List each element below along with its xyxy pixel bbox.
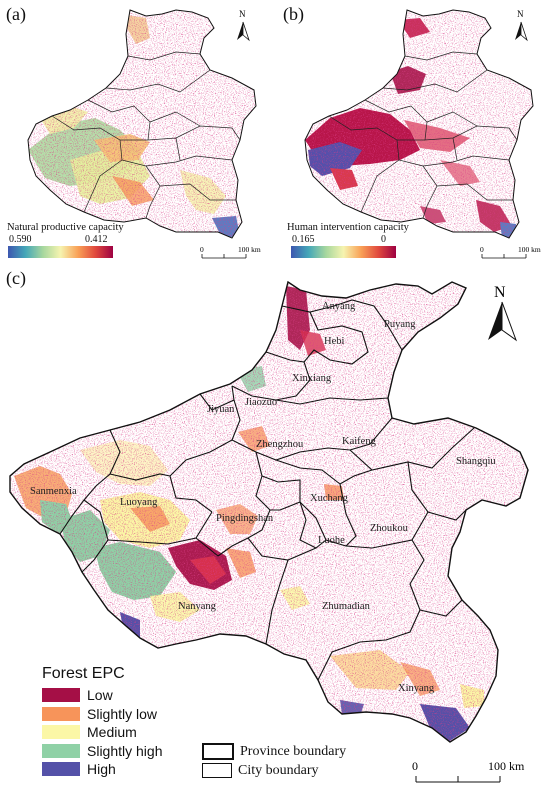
city-label-xinyang: Xinyang	[398, 683, 435, 694]
north-label-c: N	[494, 284, 506, 301]
city-label-luohe: Luohe	[318, 535, 345, 546]
north-arrow-icon	[237, 21, 250, 42]
epc-label-slightly-high: Slightly high	[87, 742, 163, 759]
city-label-shangqiu: Shangqiu	[456, 456, 496, 467]
scale-small-end: 100 km	[238, 245, 261, 254]
boundary-legend: Province boundary City boundary	[202, 742, 346, 780]
epc-legend: Forest EPC Low Slightly low Medium Sligh…	[42, 665, 163, 779]
city-label-zhengzhou: Zhengzhou	[256, 439, 304, 450]
panel-label-c: (c)	[6, 268, 26, 288]
epc-legend-item-medium: Medium	[42, 723, 163, 742]
city-label-jiyuan: Jiyuan	[207, 404, 235, 415]
city-label-puyang: Puyang	[384, 319, 416, 330]
north-arrow-icon-c	[488, 301, 518, 342]
epc-legend-item-high: High	[42, 760, 163, 779]
epc-legend-item-low: Low	[42, 686, 163, 705]
city-label-luoyang: Luoyang	[120, 497, 158, 508]
legend-a-min: 0.590	[9, 234, 32, 245]
legend-b-min: 0.165	[292, 234, 315, 245]
scale-small-zero: 0	[200, 245, 204, 254]
legend-b-max: 0	[381, 234, 386, 245]
city-label-xuchang: Xuchang	[310, 493, 349, 504]
city-label-pingdingshan: Pingdingshan	[216, 513, 274, 524]
panel-b-map: N 0 100 km	[304, 9, 541, 259]
scale-bar-small: 0 100 km	[200, 245, 261, 259]
province-boundary-label: Province boundary	[240, 743, 347, 759]
city-label-anyang: Anyang	[322, 301, 356, 312]
panel-label-b: (b)	[283, 4, 304, 24]
boundary-legend-city: City boundary	[202, 761, 346, 780]
legend-a-colorbar	[8, 246, 113, 258]
epc-label-low: Low	[87, 687, 113, 704]
panel-a-map: N 0 100 km	[27, 9, 261, 259]
epc-swatch-high	[42, 762, 80, 777]
scale-bar-small-b: 0 100 km	[480, 245, 541, 259]
city-boundary-swatch	[202, 763, 232, 778]
epc-swatch-slightly-high	[42, 743, 80, 758]
epc-legend-item-slightly-low: Slightly low	[42, 705, 163, 724]
city-label-jiaozuo: Jiaozuo	[245, 397, 277, 408]
city-label-xinxiang: Xinxiang	[292, 373, 332, 384]
epc-legend-item-slightly-high: Slightly high	[42, 742, 163, 761]
legend-a-max: 0.412	[85, 234, 108, 245]
epc-label-medium: Medium	[87, 724, 137, 741]
epc-label-slightly-low: Slightly low	[87, 705, 158, 722]
city-label-zhoukou: Zhoukou	[370, 523, 409, 534]
panel-label-a: (a)	[6, 4, 26, 24]
north-label-b: N	[517, 9, 524, 19]
city-boundary-label: City boundary	[238, 762, 319, 778]
scale-small-b-end: 100 km	[518, 245, 541, 254]
city-label-sanmenxia: Sanmenxia	[30, 486, 77, 497]
epc-swatch-slightly-low	[42, 706, 80, 721]
epc-swatch-medium	[42, 725, 80, 740]
province-boundary-swatch	[202, 743, 234, 760]
boundary-legend-province: Province boundary	[202, 742, 346, 761]
scale-large-zero: 0	[412, 759, 418, 773]
scale-bar-large: 0 100 km	[412, 759, 525, 783]
city-label-zhumadian: Zhumadian	[322, 601, 371, 612]
epc-label-high: High	[87, 761, 116, 778]
city-label-nanyang: Nanyang	[178, 601, 217, 612]
scale-large-end: 100 km	[488, 759, 525, 773]
north-arrow-icon-b	[515, 21, 528, 42]
legend-a-title: Natural productive capacity	[7, 222, 124, 233]
city-label-hebi: Hebi	[324, 336, 344, 347]
legend-b-title: Human intervention capacity	[287, 222, 409, 233]
epc-legend-title: Forest EPC	[42, 665, 125, 682]
legend-b-colorbar	[291, 246, 396, 258]
city-label-kaifeng: Kaifeng	[342, 436, 377, 447]
scale-small-b-zero: 0	[480, 245, 484, 254]
epc-swatch-low	[42, 688, 80, 703]
north-label: N	[239, 9, 246, 19]
